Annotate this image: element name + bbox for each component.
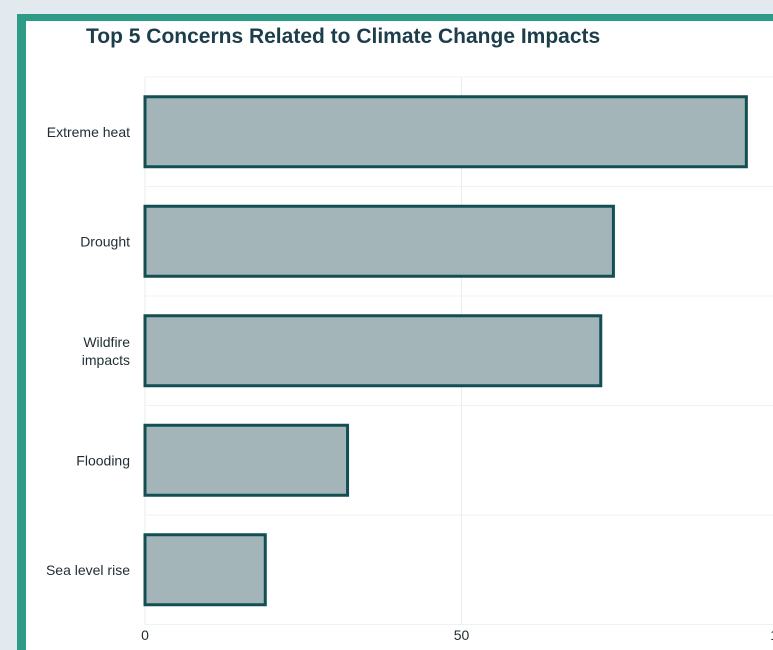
category-label: Sea level rise <box>46 562 130 578</box>
category-label: Flooding <box>76 452 130 468</box>
bar <box>143 423 350 497</box>
bar <box>143 95 748 169</box>
category-label: Extreme heat <box>47 124 130 140</box>
chart-title: Top 5 Concerns Related to Climate Change… <box>86 25 601 48</box>
category-label: Wildfire impacts <box>82 334 130 368</box>
x-tick-label: 50 <box>454 627 470 643</box>
bar <box>143 204 615 278</box>
x-tick-label: 10 <box>770 627 773 643</box>
x-tick-label: 0 <box>141 627 149 643</box>
bar <box>143 314 603 388</box>
bar <box>143 533 267 607</box>
category-label: Drought <box>80 233 130 249</box>
